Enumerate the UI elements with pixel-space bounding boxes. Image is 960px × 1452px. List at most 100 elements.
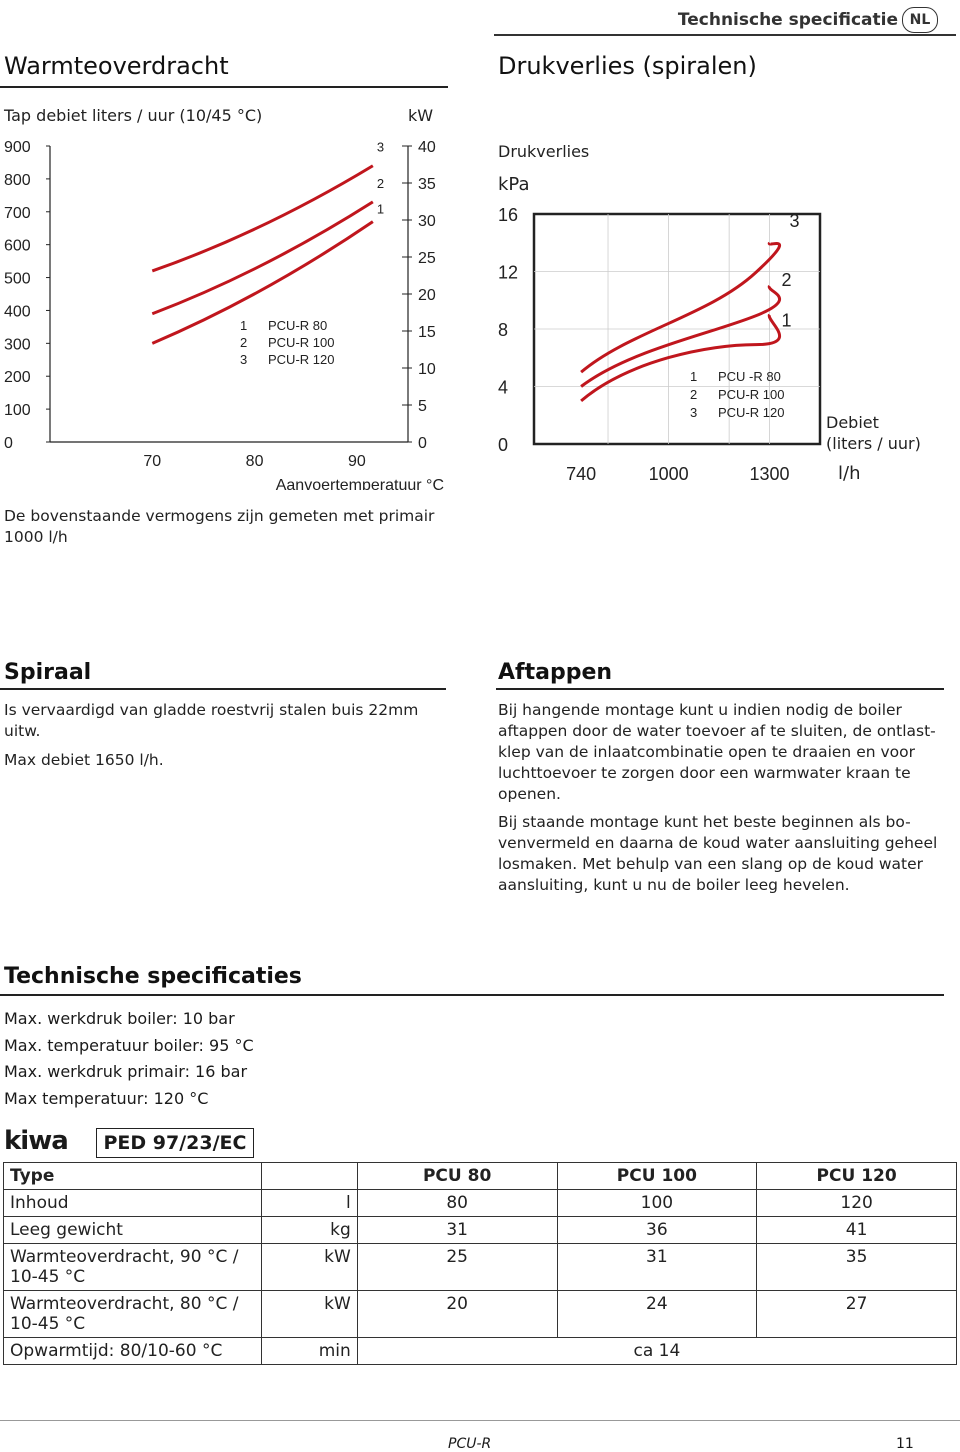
series-label: 1 xyxy=(377,202,384,217)
legend-label: PCU-R 120 xyxy=(268,352,334,367)
table-header-cell: PCU 100 xyxy=(556,1162,758,1190)
y2-tick-label: 15 xyxy=(418,324,436,341)
table-cell: 20 xyxy=(356,1290,558,1338)
tech-title: Technische specificaties xyxy=(4,964,302,989)
tech-spec-line: Max temperatuur: 120 °C xyxy=(4,1088,209,1108)
aftappen-rule xyxy=(496,688,944,690)
series-line xyxy=(580,313,782,403)
footer-product: PCU-R xyxy=(448,1436,492,1452)
druk-y-unit: kPa xyxy=(498,174,530,195)
table-cell: 41 xyxy=(756,1216,957,1244)
x-tick-label: 80 xyxy=(246,453,264,470)
table-header-row: Type PCU 80 PCU 100 PCU 120 xyxy=(3,1162,957,1190)
y-tick-label: 300 xyxy=(4,336,31,353)
x-tick-label: 70 xyxy=(143,453,161,470)
legend-label: PCU-R 100 xyxy=(718,387,784,402)
series-line xyxy=(151,164,374,273)
aftappen-text-2: Bij staande montage kunt het beste begin… xyxy=(498,813,938,894)
spec-table: Type PCU 80 PCU 100 PCU 120 Inhoud l 80 … xyxy=(3,1162,958,1365)
legend-number: 2 xyxy=(690,387,697,402)
y2-tick-label: 30 xyxy=(418,213,436,230)
legend-number: 2 xyxy=(240,335,247,350)
y-tick-label: 0 xyxy=(498,435,508,455)
table-header-cell: PCU 80 xyxy=(356,1162,558,1190)
legend-label: PCU-R 100 xyxy=(268,335,334,350)
x-tick-label: 1000 xyxy=(649,464,689,484)
table-cell: 100 xyxy=(556,1189,758,1217)
y-tick-label: 800 xyxy=(4,172,31,189)
legend-number: 1 xyxy=(690,369,697,384)
druk-y-title: Drukverlies xyxy=(498,142,590,161)
header-section-title: Technische specificatie xyxy=(677,10,898,30)
table-cell: 27 xyxy=(756,1290,957,1338)
y2-tick-label: 40 xyxy=(418,139,436,156)
table-cell: 36 xyxy=(556,1216,758,1244)
legend-label: PCU-R 80 xyxy=(268,318,327,333)
ped-certification: PED 97/23/EC xyxy=(96,1128,254,1158)
y-tick-label: 700 xyxy=(4,205,31,222)
table-row: Warmteoverdracht, 80 °C / 10-45 °C kW 20… xyxy=(3,1290,957,1338)
table-cell: 31 xyxy=(356,1216,558,1244)
legend-number: 1 xyxy=(240,318,247,333)
warmte-chart: 0 100 200 300 400 500 600 700 800 900 0 5 10 15 20 25 30… xyxy=(4,139,444,490)
table-cell: kW xyxy=(260,1290,358,1338)
series-label: 3 xyxy=(790,211,800,231)
table-cell: 120 xyxy=(756,1189,957,1217)
tech-spec-line: Max. temperatuur boiler: 95 °C xyxy=(4,1035,254,1055)
table-cell: 35 xyxy=(756,1243,957,1291)
y2-tick-label: 5 xyxy=(418,398,427,415)
x-tick-label: 740 xyxy=(566,464,596,484)
druk-x-title: Debiet (liters / uur) xyxy=(826,413,921,453)
spiraal-text-1: Is vervaardigd van gladde roestvrij stal… xyxy=(4,701,419,740)
warmte-rule xyxy=(0,86,448,88)
series-line xyxy=(151,200,374,316)
warmte-title: Warmteoverdracht xyxy=(4,52,229,80)
table-cell: Opwarmtijd: 80/10-60 °C xyxy=(3,1337,262,1365)
y2-tick-label: 35 xyxy=(418,176,436,193)
y-tick-label: 600 xyxy=(4,238,31,255)
kiwa-logo: kiwa xyxy=(4,1126,69,1156)
y-tick-label: 8 xyxy=(498,320,508,340)
y-tick-label: 12 xyxy=(498,263,518,283)
table-row: Opwarmtijd: 80/10-60 °C min ca 14 xyxy=(3,1337,958,1365)
x-axis-title: Aanvoertemperatuur °C xyxy=(276,477,444,490)
series-label: 1 xyxy=(782,311,792,331)
table-row: Inhoud l 80 100 120 xyxy=(3,1189,957,1217)
aftappen-title: Aftappen xyxy=(498,660,613,685)
y2-tick-label: 10 xyxy=(418,361,436,378)
footer-rule xyxy=(0,1420,960,1421)
legend-number: 3 xyxy=(240,352,247,367)
table-row: Warmteoverdracht, 90 °C / 10-45 °C kW 25… xyxy=(3,1243,957,1291)
legend-label: PCU -R 80 xyxy=(718,369,781,384)
table-cell: 31 xyxy=(556,1243,758,1291)
tech-spec-list: Max. werkdruk boiler: 10 bar Max. temper… xyxy=(4,1006,254,1112)
table-cell: kg xyxy=(260,1216,358,1244)
series-label: 2 xyxy=(782,270,792,290)
y2-tick-label: 20 xyxy=(418,287,436,304)
druk-x-unit: l/h xyxy=(838,463,861,484)
table-cell: min xyxy=(260,1337,358,1365)
y-tick-label: 500 xyxy=(4,271,31,288)
table-cell: ca 14 xyxy=(356,1337,958,1365)
spiraal-title: Spiraal xyxy=(4,660,92,685)
tech-spec-line: Max. werkdruk primair: 16 bar xyxy=(4,1062,248,1081)
footer-page-number: 11 xyxy=(896,1436,914,1452)
x-tick-label: 90 xyxy=(348,453,366,470)
druk-title: Drukverlies (spiralen) xyxy=(498,52,757,80)
y-tick-label: 4 xyxy=(498,378,508,398)
table-header-cell xyxy=(260,1162,358,1190)
header-rule xyxy=(494,34,956,36)
table-cell: Inhoud xyxy=(3,1189,262,1217)
table-header-cell: PCU 120 xyxy=(756,1162,957,1190)
y-tick-label: 0 xyxy=(4,435,13,452)
table-cell: l xyxy=(260,1189,358,1217)
y-tick-label: 200 xyxy=(4,369,31,386)
y-tick-label: 16 xyxy=(498,205,518,225)
language-badge: NL xyxy=(902,7,938,33)
table-cell: 80 xyxy=(356,1189,558,1217)
aftappen-text-1: Bij hangende montage kunt u indien nodig… xyxy=(498,701,936,803)
tech-rule xyxy=(0,994,944,996)
series-line xyxy=(580,241,781,374)
y2-tick-label: 0 xyxy=(418,435,427,452)
